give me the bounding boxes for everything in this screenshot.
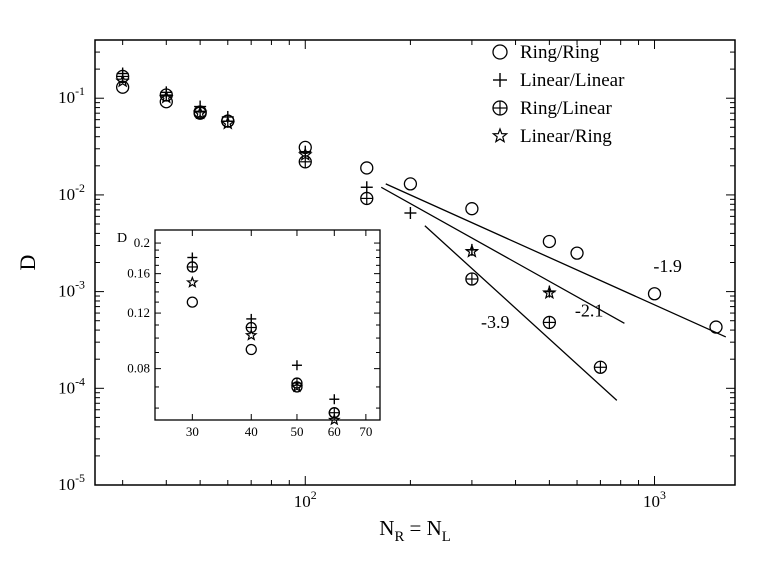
- x-axis-label: NR = NL: [379, 516, 450, 545]
- inset-y-tick: 0.12: [127, 305, 150, 320]
- slope-label: -1.9: [653, 256, 682, 276]
- y-tick-label: 10-1: [58, 84, 85, 107]
- inset-y-tick: 0.08: [127, 361, 150, 376]
- inset-x-tick: 70: [359, 424, 372, 439]
- y-tick-label: 10-5: [58, 471, 85, 494]
- legend-label: Linear/Linear: [520, 70, 625, 91]
- legend-label: Linear/Ring: [520, 126, 612, 147]
- inset-x-tick: 50: [290, 424, 303, 439]
- legend-label: Ring/Ring: [520, 42, 600, 63]
- inset-y-tick: 0.2: [134, 235, 150, 250]
- legend-label: Ring/Linear: [520, 98, 612, 119]
- y-axis-label: D: [15, 255, 40, 271]
- y-tick-label: 10-4: [58, 374, 85, 397]
- y-tick-label: 10-3: [58, 278, 85, 301]
- inset-y-label: D: [117, 231, 127, 246]
- inset-frame: [155, 230, 380, 420]
- y-tick-label: 10-2: [58, 181, 85, 204]
- slope-label: -3.9: [481, 312, 510, 332]
- inset-x-tick: 40: [245, 424, 258, 439]
- inset-x-tick: 60: [328, 424, 341, 439]
- inset-y-tick: 0.16: [127, 266, 150, 281]
- x-tick-label: 103: [643, 488, 666, 511]
- slope-label: -2.1: [575, 301, 604, 321]
- x-tick-label: 102: [294, 488, 317, 511]
- inset-x-tick: 30: [186, 424, 199, 439]
